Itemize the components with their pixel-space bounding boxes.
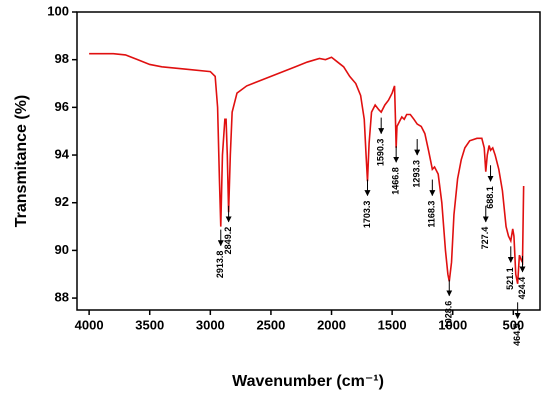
annotation-label: 1293.3 bbox=[412, 160, 422, 188]
annotation-label: 1703.3 bbox=[362, 201, 372, 229]
x-tick-label: 3500 bbox=[135, 317, 164, 332]
x-tick-label: 1500 bbox=[378, 317, 407, 332]
annotation-label: 521.1 bbox=[505, 267, 515, 290]
y-axis-label: Transmitance (%) bbox=[13, 95, 30, 227]
x-tick-label: 4000 bbox=[75, 317, 104, 332]
x-tick-label: 2000 bbox=[317, 317, 346, 332]
annotation-label: 1590.3 bbox=[376, 139, 386, 167]
x-tick-label: 1000 bbox=[438, 317, 467, 332]
annotation-label: 1168.3 bbox=[427, 201, 437, 228]
annotation-label: 1028.6 bbox=[444, 301, 454, 329]
annotation-label: 2849.2 bbox=[223, 227, 233, 255]
y-tick-label: 100 bbox=[47, 3, 69, 18]
x-tick-label: 2500 bbox=[256, 317, 285, 332]
y-tick-label: 92 bbox=[55, 194, 69, 209]
annotation-label: 464.5 bbox=[512, 323, 522, 346]
plot-frame bbox=[76, 11, 541, 311]
annotation-label: 2913.8 bbox=[215, 251, 225, 279]
annotation-label: 688.1 bbox=[485, 186, 495, 209]
spectrum-line bbox=[89, 52, 525, 284]
annotation-label: 727.4 bbox=[480, 227, 490, 250]
annotation-label: 424.4 bbox=[517, 277, 527, 300]
annotation-label: 1466.8 bbox=[391, 167, 401, 195]
y-tick-label: 96 bbox=[55, 99, 69, 114]
x-tick-label: 500 bbox=[502, 317, 524, 332]
y-tick-label: 94 bbox=[55, 146, 70, 161]
y-tick-label: 88 bbox=[55, 290, 69, 305]
x-tick-label: 3000 bbox=[196, 317, 225, 332]
y-tick-label: 98 bbox=[55, 51, 69, 66]
y-tick-label: 90 bbox=[55, 242, 69, 257]
x-axis-label: Wavenumber (cm⁻¹) bbox=[232, 373, 384, 390]
